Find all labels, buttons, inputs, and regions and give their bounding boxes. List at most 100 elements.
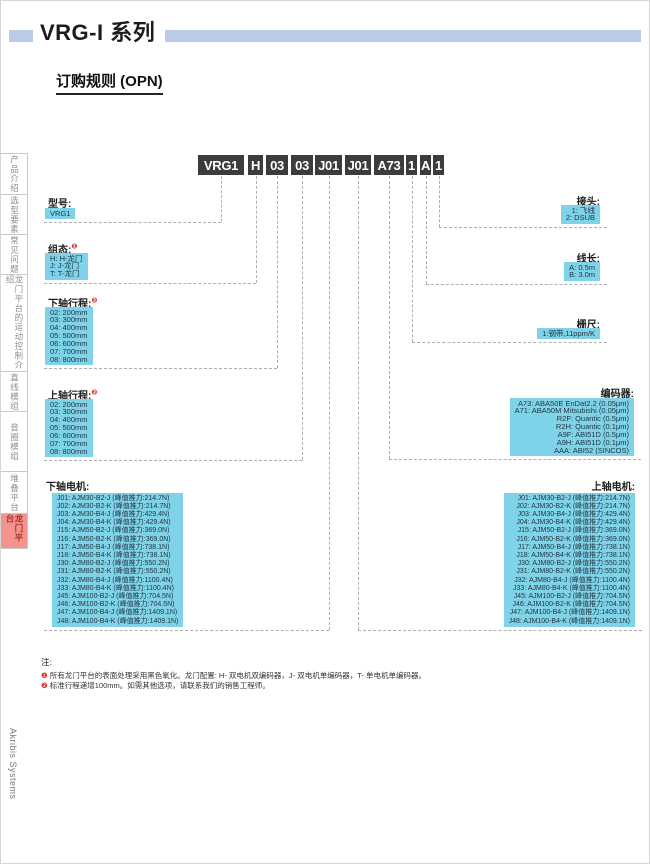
option-configuration: T: T-龙门 — [50, 269, 80, 279]
note-item-2: ❷ 标准行程递增100mm。如需其他选项，请联系我们的销售工程师。 — [41, 681, 270, 690]
group-label-model: 型号: — [48, 199, 72, 210]
part-number-segment-9: A — [420, 155, 431, 175]
options-box-cable-length: A: 0.5m B: 3.0m — [564, 262, 600, 281]
brand-vertical-text: Akribis Systems — [8, 728, 18, 800]
connector-vline-1 — [221, 176, 222, 222]
option-encoder: R2F: Quantic (0.5μm) — [556, 414, 629, 424]
option-upper-axis-stroke: 02: 200mm — [50, 399, 88, 409]
option-lower-axis-motor: J47: AJM100-B4-J (峰值推力:1409.1N) — [57, 609, 178, 617]
option-lower-axis-stroke: 02: 200mm — [50, 307, 88, 317]
sidebar-tab-8: 龙门平台 — [1, 514, 27, 549]
option-upper-axis-motor: J45: AJM100-B2-J (峰值推力:704.5N) — [513, 592, 630, 600]
connector-vline-2 — [255, 176, 257, 283]
notes-lines: ❶ 所有龙门平台的表面处理采用黑色氧化。龙门配置: H- 双电机双编码器，J- 双… — [41, 671, 426, 691]
series-title: VRG-I 系列 — [40, 20, 156, 45]
sidebar-index-tabs: 产品介绍选型要素 常见问题 龙门平台的运动控制介绍直线模组音圈模组堆叠平台龙门平台 — [1, 153, 28, 549]
connector-vline-7 — [389, 176, 390, 459]
option-upper-axis-motor: J18: AJM50-B4-K (峰值推力:738.1N) — [516, 551, 630, 559]
option-lower-axis-motor: J45: AJM100-B2-J (峰值推力:704.5N) — [57, 592, 174, 600]
option-lower-axis-motor: J16: AJM50-B2-K (峰值推力:369.0N) — [57, 535, 171, 543]
connector-vline-5 — [328, 176, 330, 630]
option-upper-axis-motor: J31: AJM80-B2-K (峰值推力:550.2N) — [516, 568, 630, 576]
option-configuration: H: H-龙门 — [50, 253, 83, 263]
options-box-encoder: A73: ABA50E EnDat2.2 (0.05μm) A71: ABA50M… — [509, 398, 634, 457]
option-connector: 2: DSUB — [565, 213, 595, 223]
sidebar-tab-label: 堆叠平台 — [9, 473, 20, 512]
title-accent-bar-left — [9, 30, 33, 42]
sidebar-tab-7: 堆叠平台 — [1, 472, 27, 514]
connector-vline-6 — [358, 176, 359, 630]
part-number-segment-4: 03 — [291, 155, 313, 175]
option-lower-axis-stroke: 04: 400mm — [50, 323, 88, 333]
option-lower-axis-motor: J04: AJM30-B4-K (峰值推力:429.4N) — [57, 519, 171, 527]
option-upper-axis-motor: J47: AJM100-B4-J (峰值推力:1409.1N) — [509, 609, 630, 617]
option-lower-axis-motor: J33: AJM80-B4-K (峰值推力:1100.4N) — [57, 584, 174, 592]
options-box-lower-axis-stroke: 02: 200mm 03: 300mm 04: 400mm 05: 500mm 06: … — [45, 307, 93, 366]
group-label-encoder: 编码器: — [600, 389, 634, 400]
group-label-cable-length: 线长: — [576, 254, 600, 265]
option-lower-axis-stroke: 06: 600mm — [50, 339, 88, 349]
option-upper-axis-stroke: 04: 400mm — [50, 415, 88, 425]
sidebar-tab-3: 常见问题 — [1, 235, 27, 275]
option-lower-axis-motor: J48: AJM100-B4-K (峰值推力:1409.1N) — [57, 617, 179, 625]
section-title: 订购规则 (OPN) — [56, 70, 163, 95]
sidebar-tab-2: 选型要素 — [1, 195, 27, 235]
note-marker: ❶ — [41, 671, 48, 680]
sidebar-tab-label: 产品介绍 — [9, 155, 20, 193]
group-label-connector: 接头: — [576, 197, 600, 208]
note-ref-marker: ❷ — [91, 389, 98, 397]
option-upper-axis-motor: J33: AJM80-B4-K (峰值推力:1100.4N) — [513, 584, 630, 592]
sidebar-tab-5: 直线模组 — [1, 372, 27, 412]
option-upper-axis-stroke: 06: 600mm — [50, 431, 88, 441]
option-lower-axis-motor: J15: AJM50-B2-J (峰值推力:369.0N) — [57, 527, 170, 535]
sidebar-tab-1: 产品介绍 — [1, 154, 27, 195]
option-upper-axis-stroke: 07: 700mm — [50, 439, 88, 449]
option-encoder: R2H: Quantic (0.1μm) — [555, 422, 629, 432]
option-configuration: J: J-龙门 — [50, 261, 80, 271]
connector-hline-1 — [44, 222, 221, 223]
option-cable-length: A: 0.5m — [569, 262, 595, 272]
option-encoder: A9H: ABI51D (0.1μm) — [556, 438, 629, 448]
sidebar-tab-6: 音圈模组 — [1, 412, 27, 472]
connector-hline-7 — [389, 459, 641, 460]
option-upper-axis-stroke: 05: 500mm — [50, 423, 88, 433]
title-accent-bar-right — [165, 30, 641, 42]
options-box-model: VRG1 — [45, 208, 76, 219]
option-scale: 1:钢带,11ppm/K — [542, 328, 595, 338]
sidebar-tab-label: 龙门平台的运动控制介绍 — [5, 275, 24, 370]
connector-hline-9 — [425, 284, 607, 285]
part-number-segment-5: J01 — [315, 155, 342, 175]
option-encoder: A9F: ABI51D (0.5μm) — [557, 430, 629, 440]
option-upper-axis-motor: J17: AJM50-B4-J (峰值推力:738.1N) — [517, 543, 630, 551]
part-number-segment-8: 1 — [406, 155, 417, 175]
option-encoder: AAA: ABI52 (SINCOS) — [553, 445, 629, 455]
option-lower-axis-motor: J03: AJM30-B4-J (峰值推力:429.4N) — [57, 510, 170, 518]
option-lower-axis-stroke: 03: 300mm — [50, 315, 88, 325]
option-upper-axis-motor: J46: AJM100-B2-K (峰值推力:704.5N) — [512, 601, 631, 609]
connector-vline-4 — [302, 176, 303, 460]
notes-title: 注: — [41, 657, 52, 667]
part-number-segment-2: H — [248, 155, 263, 175]
options-box-upper-axis-stroke: 02: 200mm 03: 300mm 04: 400mm 05: 500mm 06: … — [45, 399, 93, 458]
sidebar-tab-label: 选型要素 — [9, 195, 20, 234]
notes-block: 注: ❶ 所有龙门平台的表面处理采用黑色氧化。龙门配置: H- 双电机双编码器，J… — [41, 656, 426, 691]
part-number-segment-3: 03 — [266, 155, 288, 175]
connector-hline-3 — [44, 368, 277, 369]
connector-hline-10 — [438, 227, 607, 228]
options-box-scale: 1:钢带,11ppm/K — [537, 328, 600, 339]
connector-hline-5 — [44, 630, 329, 631]
option-lower-axis-motor: J17: AJM50-B4-J (峰值推力:738.1N) — [57, 543, 170, 551]
option-lower-axis-motor: J18: AJM50-B4-K (峰值推力:738.1N) — [57, 551, 171, 559]
group-label-lower-axis-stroke: 下轴行程:❷ — [48, 297, 98, 310]
option-encoder: A73: ABA50E EnDat2.2 (0.05μm) — [517, 398, 629, 408]
option-upper-axis-motor: J01: AJM30-B2-J (峰值推力:214.7N) — [517, 494, 630, 502]
options-box-upper-axis-motor: J01: AJM30-B2-J (峰值推力:214.7N) J02: AJM30-… — [503, 493, 635, 628]
sidebar-tab-label: 常见问题 — [9, 235, 20, 274]
option-upper-axis-motor: J04: AJM30-B4-K (峰值推力:429.4N) — [516, 519, 630, 527]
option-upper-axis-stroke: 03: 300mm — [50, 407, 88, 417]
option-upper-axis-motor: J02: AJM30-B2-K (峰值推力:214.7N) — [516, 502, 630, 510]
sidebar-tab-label: 音圈模组 — [9, 422, 20, 461]
part-number-segment-7: A73 — [374, 155, 404, 175]
note-marker: ❷ — [41, 681, 48, 690]
option-lower-axis-motor: J02: AJM30-B2-K (峰值推力:214.7N) — [57, 502, 171, 510]
